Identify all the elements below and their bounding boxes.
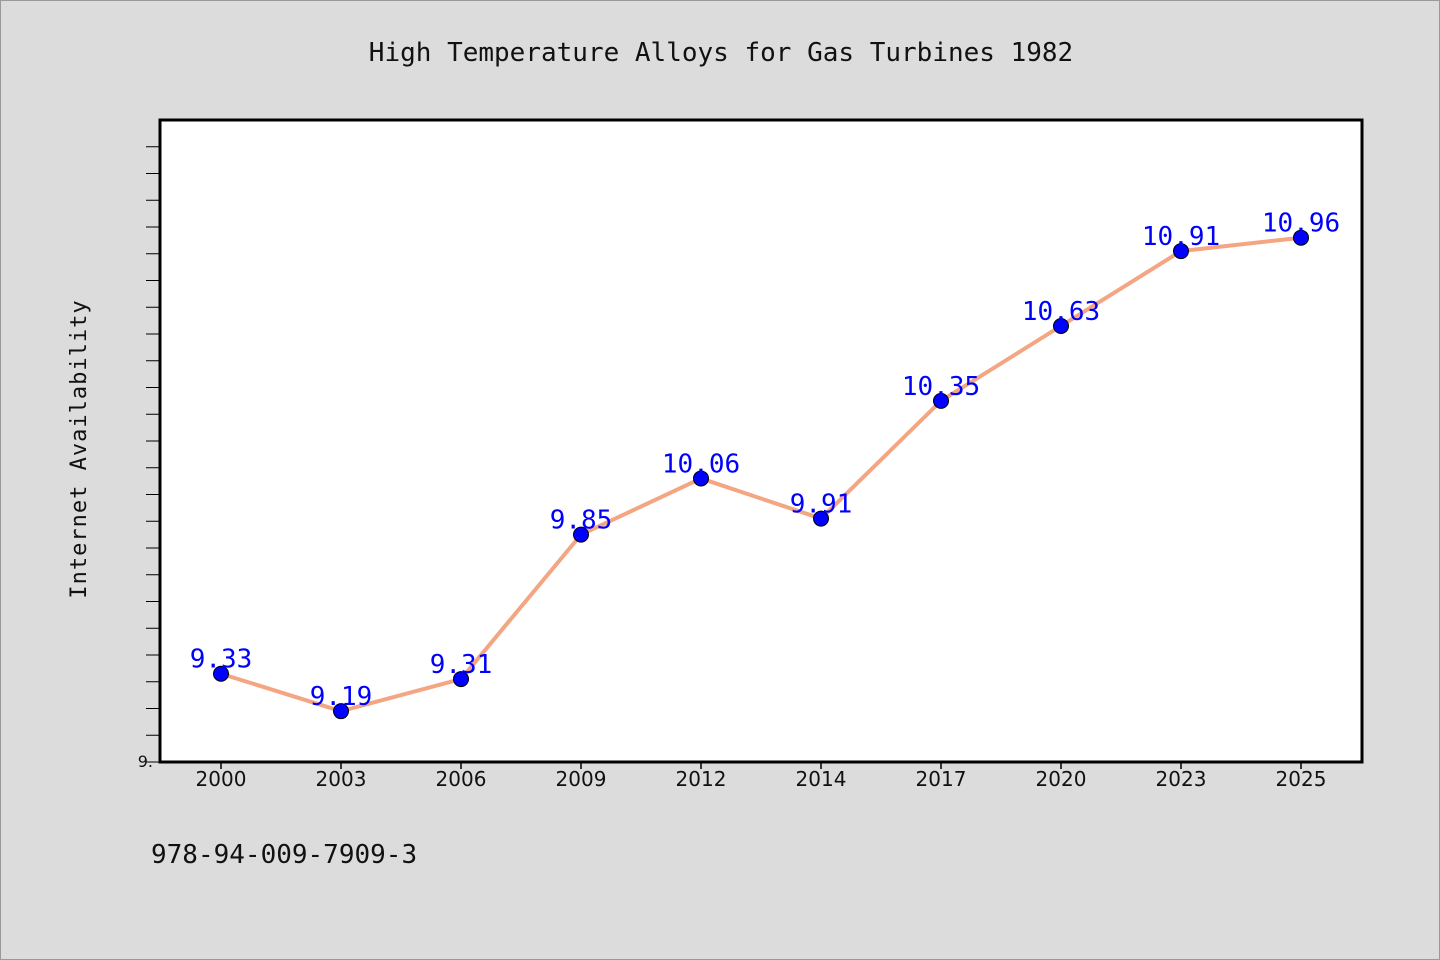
y-axis-ticks — [146, 146, 160, 763]
x-tick-label: 2017 — [916, 767, 967, 791]
series-line — [220, 235, 1302, 714]
data-point — [453, 671, 469, 688]
data-point — [1053, 317, 1069, 334]
data-point — [213, 665, 229, 682]
data-point — [933, 392, 949, 409]
y-axis-label: Internet Availability — [67, 299, 92, 598]
series-line-group — [220, 235, 1302, 714]
data-point — [1173, 243, 1189, 260]
x-tick-label: 2006 — [436, 767, 487, 791]
chart-title: High Temperature Alloys for Gas Turbines… — [369, 38, 1073, 68]
x-tick-label: 2000 — [196, 767, 247, 791]
data-label: 9.19 — [310, 682, 373, 712]
data-label: 10.96 — [1262, 209, 1340, 239]
x-tick-label: 2012 — [676, 767, 727, 791]
data-label: 9.91 — [790, 490, 853, 520]
data-point — [333, 703, 349, 720]
data-label: 9.33 — [190, 645, 253, 675]
x-tick-label: 2003 — [316, 767, 367, 791]
plot-area — [158, 118, 1364, 764]
data-labels-group: 9.33 9.19 9.31 9.85 10.06 9.91 10.35 10.63 10.91… — [190, 209, 1340, 712]
data-point — [1293, 229, 1309, 246]
data-label: 9.85 — [550, 506, 613, 536]
data-label: 9.31 — [430, 650, 493, 680]
x-tick-label: 2014 — [796, 767, 847, 791]
x-axis: 2000 2003 2006 2009 2012 2014 2017 2020 2023 2025 — [196, 762, 1327, 791]
x-tick-label: 2020 — [1036, 767, 1087, 791]
x-tick-label: 2025 — [1276, 767, 1327, 791]
data-label: 10.63 — [1022, 297, 1100, 327]
data-point — [573, 526, 589, 543]
data-point — [693, 470, 709, 487]
data-label: 10.06 — [662, 449, 740, 479]
data-label: 10.35 — [902, 372, 980, 402]
data-label: 10.91 — [1142, 222, 1220, 252]
markers-group — [213, 229, 1309, 720]
x-tick-label: 2009 — [556, 767, 607, 791]
data-point — [813, 510, 829, 527]
x-tick-label: 2023 — [1156, 767, 1207, 791]
isbn-text: 978-94-009-7909-3 — [151, 840, 417, 870]
y-tick-label: 9. — [138, 752, 153, 771]
